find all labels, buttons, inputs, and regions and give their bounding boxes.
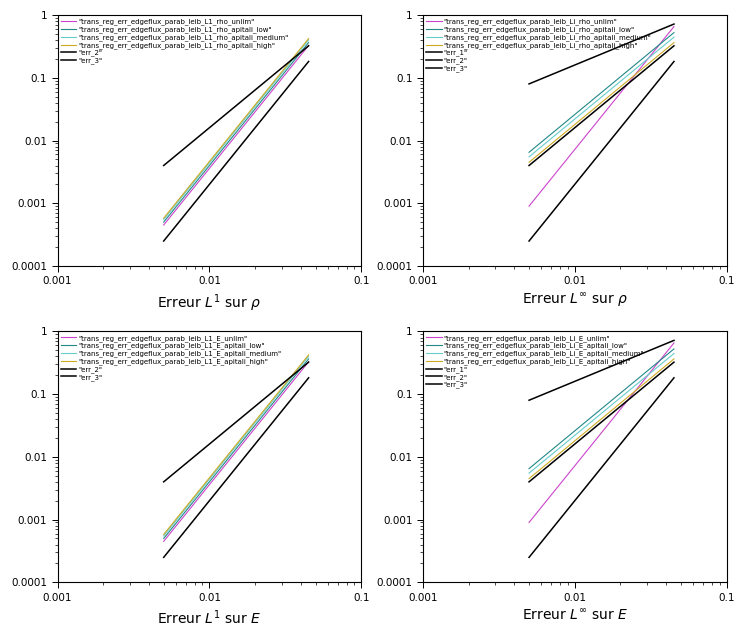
X-axis label: Erreur $L^\infty$ sur $\rho$: Erreur $L^\infty$ sur $\rho$	[521, 292, 627, 309]
Legend: "trans_reg_err_edgeflux_parab_leib_Li_E_unlim", "trans_reg_err_edgeflux_parab_le: "trans_reg_err_edgeflux_parab_leib_Li_E_…	[425, 334, 646, 390]
X-axis label: Erreur $L^\infty$ sur $E$: Erreur $L^\infty$ sur $E$	[521, 608, 628, 623]
X-axis label: Erreur $L^1$ sur $E$: Erreur $L^1$ sur $E$	[157, 608, 262, 627]
Legend: "trans_reg_err_edgeflux_parab_leib_Li_rho_unlim", "trans_reg_err_edgeflux_parab_: "trans_reg_err_edgeflux_parab_leib_Li_rh…	[425, 17, 653, 73]
Legend: "trans_reg_err_edgeflux_parab_leib_L1_E_unlim", "trans_reg_err_edgeflux_parab_le: "trans_reg_err_edgeflux_parab_leib_L1_E_…	[60, 334, 283, 382]
X-axis label: Erreur $L^1$ sur $\rho$: Erreur $L^1$ sur $\rho$	[157, 292, 261, 313]
Legend: "trans_reg_err_edgeflux_parab_leib_L1_rho_unlim", "trans_reg_err_edgeflux_parab_: "trans_reg_err_edgeflux_parab_leib_L1_rh…	[60, 17, 290, 66]
